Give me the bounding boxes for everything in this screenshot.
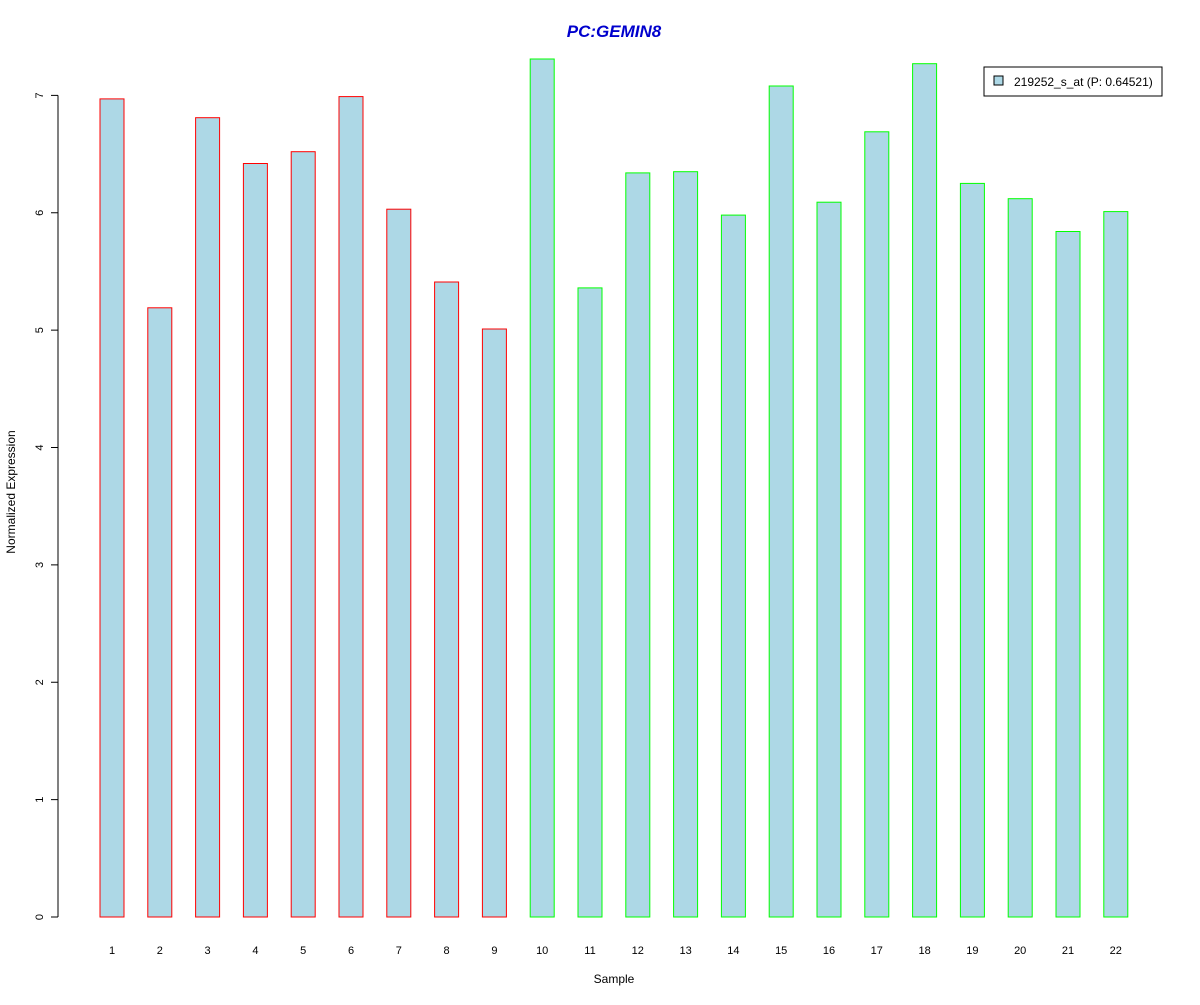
x-tick-label: 7 — [396, 945, 402, 957]
bar-sample-14 — [720, 214, 746, 918]
x-tick-label: 20 — [1014, 945, 1026, 957]
bar-sample-10 — [529, 58, 555, 918]
x-tick-label: 3 — [205, 945, 211, 957]
y-tick-label: 5 — [34, 327, 46, 333]
x-tick-label: 19 — [966, 945, 978, 957]
y-tick-label: 3 — [34, 562, 46, 568]
bar-sample-11 — [577, 287, 603, 918]
bar-sample-5 — [290, 151, 316, 918]
legend: 219252_s_at (P: 0.64521) — [983, 66, 1163, 97]
bar-sample-13 — [673, 171, 699, 918]
bar-sample-19 — [959, 182, 985, 918]
bar-sample-6 — [338, 96, 364, 918]
bar-sample-21 — [1055, 231, 1081, 918]
x-tick-label: 11 — [584, 945, 595, 957]
bar-sample-3 — [195, 117, 221, 918]
x-tick-label: 15 — [775, 945, 787, 957]
x-tick-label: 6 — [348, 945, 354, 957]
x-tick-label: 2 — [157, 945, 163, 957]
bar-sample-17 — [864, 131, 890, 918]
bar-sample-16 — [816, 201, 842, 918]
x-tick-label: 22 — [1110, 945, 1122, 957]
bar-sample-12 — [625, 172, 651, 918]
x-tick-label: 8 — [444, 945, 450, 957]
x-tick-label: 5 — [300, 945, 306, 957]
x-tick-label: 16 — [823, 945, 835, 957]
bar-sample-1 — [99, 98, 125, 918]
y-tick-label: 2 — [34, 679, 46, 685]
bar-sample-22 — [1103, 211, 1129, 918]
x-tick-label: 18 — [918, 945, 930, 957]
x-axis-label: Sample — [594, 972, 635, 986]
x-tick-label: 13 — [679, 945, 691, 957]
legend-box — [983, 66, 1163, 97]
y-axis-label: Normalized Expression — [4, 430, 18, 553]
x-tick-label: 12 — [632, 945, 644, 957]
bar-sample-4 — [242, 163, 268, 918]
y-tick-label: 0 — [34, 914, 46, 920]
y-tick-label: 7 — [34, 92, 46, 98]
x-tick-label: 4 — [252, 945, 258, 957]
x-tick-label: 21 — [1062, 945, 1074, 957]
y-axis: 0 1 2 3 4 5 6 7 — [34, 92, 59, 920]
x-axis: 1 2 3 4 5 6 7 8 9 10 11 12 13 14 15 16 17 18 19 20 21 22 — [109, 945, 1122, 957]
x-tick-label: 17 — [871, 945, 883, 957]
x-tick-label: 9 — [491, 945, 497, 957]
x-tick-label: 14 — [727, 945, 739, 957]
y-tick-label: 4 — [34, 444, 46, 450]
bars-group — [99, 58, 1129, 918]
bar-sample-20 — [1007, 198, 1033, 918]
bar-sample-9 — [481, 328, 507, 918]
y-tick-label: 6 — [34, 210, 46, 216]
bar-sample-15 — [768, 85, 794, 918]
bar-sample-18 — [912, 63, 938, 918]
chart-title: PC:GEMIN8 — [567, 22, 662, 41]
bar-sample-7 — [386, 208, 412, 918]
legend-swatch — [993, 75, 1004, 86]
legend-entry-label: 219252_s_at (P: 0.64521) — [1014, 75, 1153, 89]
bar-sample-2 — [147, 307, 173, 918]
bar-sample-8 — [434, 281, 460, 918]
x-tick-label: 10 — [536, 945, 548, 957]
x-tick-label: 1 — [109, 945, 115, 957]
y-tick-label: 1 — [34, 797, 46, 803]
